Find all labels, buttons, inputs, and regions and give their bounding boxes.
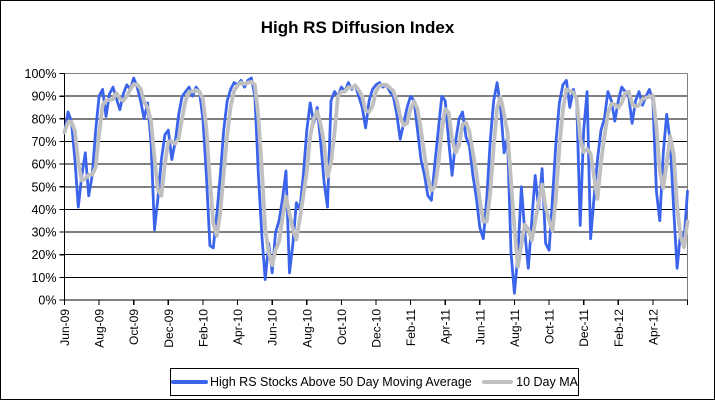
chart-title: High RS Diffusion Index: [260, 18, 455, 37]
y-tick-label: 60%: [31, 158, 56, 172]
x-tick-label: Dec-11: [577, 309, 591, 347]
y-tick-label: 100%: [25, 67, 57, 81]
series1-line-swatch: [171, 380, 208, 384]
x-tick-label: Feb-12: [612, 309, 626, 347]
x-tick-label: Oct-10: [335, 309, 349, 345]
x-tick-label: Aug-11: [508, 309, 522, 347]
x-tick-label: Feb-11: [404, 309, 418, 346]
legend: High RS Stocks Above 50 Day Moving Avera…: [170, 368, 579, 396]
x-tick-label: Dec-10: [370, 309, 384, 348]
x-tick-label: Dec-09: [162, 309, 176, 348]
x-tick-label: Oct-11: [543, 309, 557, 344]
y-tick-label: 70%: [31, 135, 56, 149]
y-tick-label: 50%: [31, 180, 56, 194]
x-tick-label: Oct-09: [127, 309, 141, 345]
series2-line-swatch: [481, 380, 514, 384]
series2-line: [62, 79, 690, 269]
x-tick-label: Jun-11: [473, 309, 487, 345]
y-tick-label: 10%: [31, 271, 56, 285]
y-tick-label: 0%: [38, 294, 56, 308]
x-tick-label: Jun-10: [266, 309, 280, 346]
y-tick-label: 20%: [31, 248, 56, 262]
x-tick-label: Aug-09: [93, 309, 107, 348]
series1-line: [63, 76, 689, 295]
x-tick-label: Apr-11: [439, 309, 453, 344]
x-tick-label: Jun-09: [58, 309, 72, 346]
x-tick-label: Feb-10: [196, 309, 210, 347]
y-tick-label: 80%: [31, 112, 56, 126]
x-tick-label: Aug-10: [300, 309, 314, 348]
series2-legend-label: 10 Day MA: [516, 375, 578, 389]
y-tick-label: 30%: [31, 226, 56, 240]
x-tick-label: Apr-10: [231, 309, 245, 345]
x-tick-label: Apr-12: [646, 309, 660, 345]
y-tick-label: 90%: [31, 90, 56, 104]
y-tick-label: 40%: [31, 203, 56, 217]
series1-legend-label: High RS Stocks Above 50 Day Moving Avera…: [210, 375, 472, 389]
